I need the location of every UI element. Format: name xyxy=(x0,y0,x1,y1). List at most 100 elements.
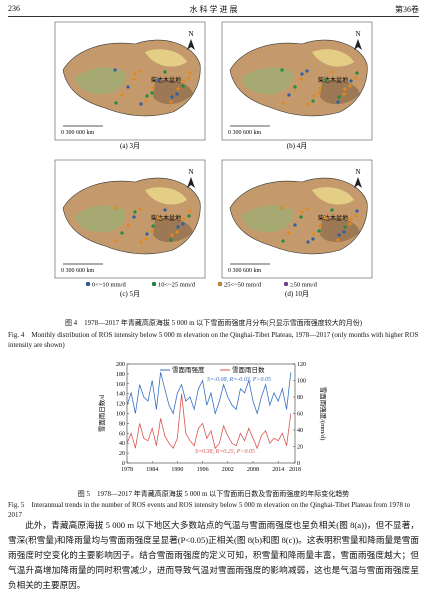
scale-label: 0 300 600 km xyxy=(228,130,262,136)
y-tick-label: 140 xyxy=(116,392,125,398)
station-dot xyxy=(133,210,137,214)
y-tick-label: 120 xyxy=(116,402,125,408)
station-dot xyxy=(280,68,284,72)
station-dot xyxy=(336,238,340,242)
station-dot xyxy=(187,76,191,80)
terrain-pale xyxy=(312,49,354,67)
north-arrow xyxy=(354,39,362,50)
station-dot xyxy=(312,232,316,236)
annotation: S=0.38, R=0.25, P>0.05 xyxy=(195,449,255,455)
station-dot xyxy=(150,91,154,95)
station-dot xyxy=(343,87,347,91)
station-dot xyxy=(145,94,149,98)
station-dot xyxy=(342,92,346,96)
place-label: 柴达木盆地 xyxy=(318,214,348,222)
station-dot xyxy=(355,71,359,75)
station-dot xyxy=(139,102,143,106)
station-dot xyxy=(114,101,118,105)
station-dot xyxy=(337,233,341,237)
station-dot xyxy=(311,237,315,241)
y-tick-label: 0 xyxy=(122,461,125,467)
station-dot xyxy=(324,78,328,82)
fig4-caption-en: Fig. 4 Monthly distribution of ROS inten… xyxy=(8,331,419,349)
terrain-pale xyxy=(145,49,187,67)
station-dot xyxy=(280,206,284,210)
y-tick-label: 100 xyxy=(116,412,125,418)
series-line xyxy=(126,372,292,416)
station-dot xyxy=(305,207,309,211)
station-dot xyxy=(336,100,340,104)
place-label: 柴达木盆地 xyxy=(151,76,181,84)
legend-label: ≥50 mm/d xyxy=(290,282,318,289)
fig5-caption-cn: 图 5 1978—2017 年青藏高原海拔 5 000 m 以下雪面雨日数及雪面… xyxy=(77,490,350,498)
station-dot xyxy=(138,69,142,73)
place-label: 柴达木盆地 xyxy=(318,76,348,84)
station-dot xyxy=(170,95,174,99)
panel-label: (d) 10月 xyxy=(285,290,309,298)
north-label: N xyxy=(188,168,193,176)
station-dot xyxy=(182,217,186,221)
station-dot xyxy=(348,222,352,226)
station-dot xyxy=(187,214,191,218)
north-arrow xyxy=(187,39,195,50)
station-dot xyxy=(337,95,341,99)
station-dot xyxy=(287,231,291,235)
y-tick-label: 60 xyxy=(119,431,125,437)
volume: 第36卷 xyxy=(395,5,419,14)
station-dot xyxy=(176,87,180,91)
station-dot xyxy=(306,102,310,106)
legend-dot xyxy=(217,281,223,287)
panel-label: (a) 3月 xyxy=(120,142,140,150)
station-dot xyxy=(188,209,192,213)
annotation: S=-0.08, R=-0.03, P>0.05 xyxy=(207,377,271,383)
station-dot xyxy=(113,206,117,210)
terrain-green xyxy=(75,67,126,95)
station-dot xyxy=(324,216,328,220)
y2-axis-label: 雪面雨强度/(mm/d) xyxy=(319,387,328,441)
map-panel: 柴达木盆地 N 0 300 600 km xyxy=(221,21,373,141)
station-dot xyxy=(120,93,124,97)
station-dot xyxy=(126,223,130,227)
station-dot xyxy=(354,214,358,218)
y-tick-label: 40 xyxy=(119,441,125,447)
y-tick-label: 20 xyxy=(119,451,125,457)
station-dot xyxy=(139,240,143,244)
station-dot xyxy=(343,225,347,229)
station-dot xyxy=(349,79,353,83)
station-dot xyxy=(151,86,155,90)
station-dot xyxy=(354,76,358,80)
station-dot xyxy=(169,100,173,104)
y2-tick-label: 60 xyxy=(297,412,303,418)
station-dot xyxy=(120,231,124,235)
station-dot xyxy=(305,69,309,73)
x-tick-label: 1996 xyxy=(197,467,209,473)
station-dot xyxy=(330,208,334,212)
station-dot xyxy=(138,207,142,211)
legend-dot xyxy=(151,281,157,287)
station-dot xyxy=(163,208,167,212)
station-dot xyxy=(300,72,304,76)
station-dot xyxy=(157,216,161,220)
station-dot xyxy=(182,79,186,83)
station-dot xyxy=(144,99,148,103)
y-tick-label: 200 xyxy=(116,362,125,368)
station-dot xyxy=(132,77,136,81)
journal: 水 科 学 进 展 xyxy=(189,5,238,14)
station-dot xyxy=(318,224,322,228)
legend-label: 25<~50 mm/d xyxy=(224,282,262,289)
station-dot xyxy=(151,224,155,228)
legend-dot xyxy=(283,281,289,287)
chart: 0 20 40 60 80 100 120 140 160 180 200 0 20 40 60 80 100 1… xyxy=(97,362,328,473)
north-arrow xyxy=(187,177,195,188)
y2-tick-label: 0 xyxy=(297,461,300,467)
station-dot xyxy=(145,232,149,236)
station-dot xyxy=(342,230,346,234)
station-dot xyxy=(306,240,310,244)
y-tick-label: 180 xyxy=(116,372,125,378)
station-dot xyxy=(114,239,118,243)
x-tick-label: 2014 xyxy=(272,467,284,473)
y2-tick-label: 120 xyxy=(297,362,306,368)
fig5-caption-en: Fig. 5 Interannual trends in the number … xyxy=(8,501,411,519)
terrain-pale xyxy=(145,187,187,205)
